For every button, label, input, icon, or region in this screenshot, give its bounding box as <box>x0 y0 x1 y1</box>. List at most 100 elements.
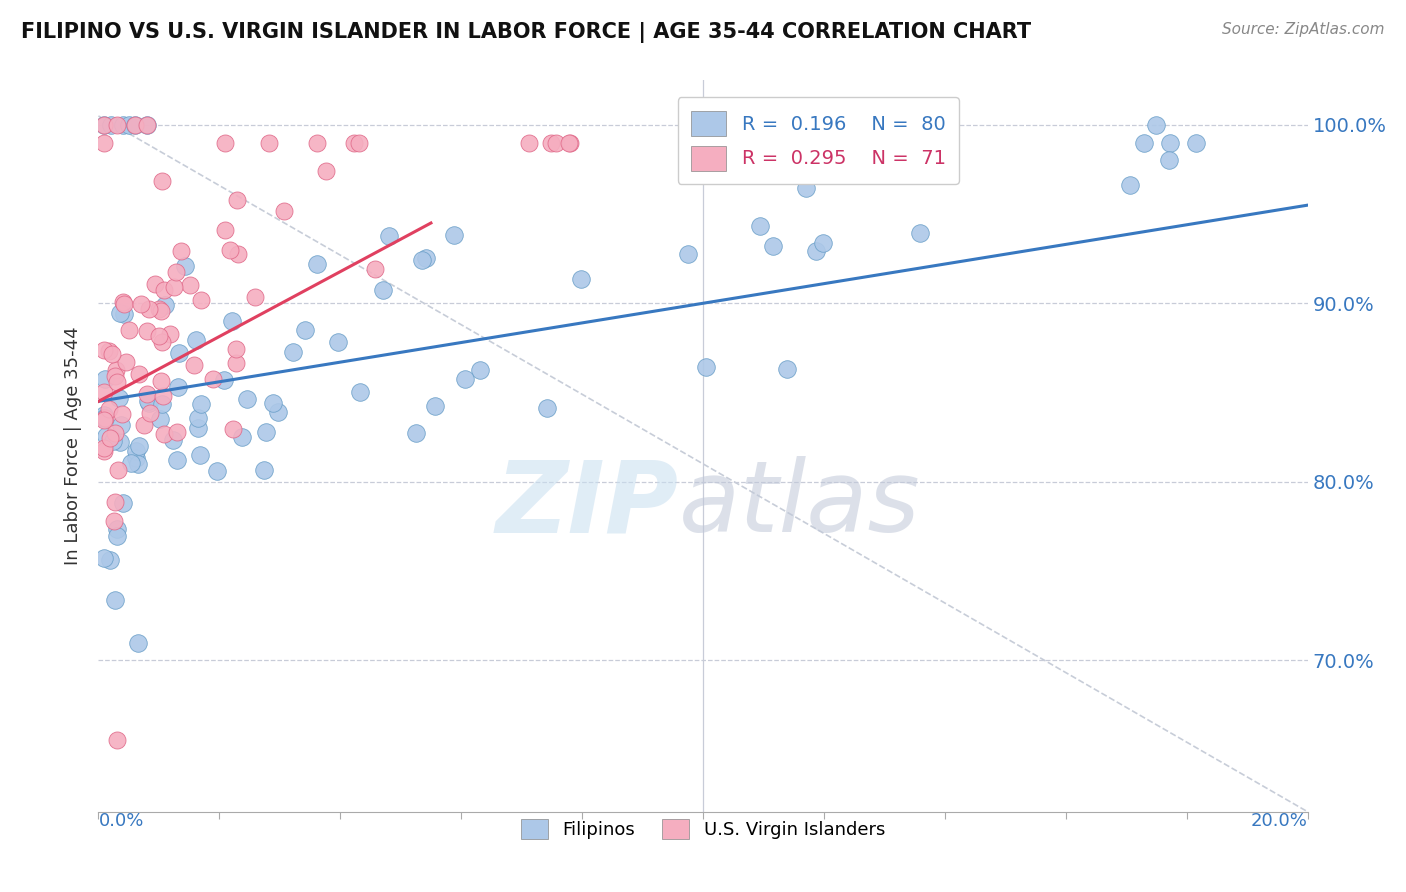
Point <box>676 247 699 261</box>
Point <box>709 167 731 181</box>
Point <box>558 136 581 150</box>
Point <box>107 391 129 405</box>
Point <box>804 244 827 258</box>
Point <box>225 193 247 207</box>
Point <box>136 324 159 338</box>
Point <box>170 244 193 259</box>
Point <box>540 136 562 150</box>
Point <box>765 136 787 150</box>
Point <box>162 433 184 447</box>
Text: Source: ZipAtlas.com: Source: ZipAtlas.com <box>1222 22 1385 37</box>
Point <box>411 252 433 267</box>
Point <box>794 181 817 195</box>
Point <box>225 356 247 370</box>
Y-axis label: In Labor Force | Age 35-44: In Labor Force | Age 35-44 <box>65 326 83 566</box>
Point <box>112 307 135 321</box>
Point <box>111 118 134 132</box>
Point <box>94 411 117 425</box>
Point <box>373 283 395 297</box>
Point <box>110 417 132 432</box>
Point <box>152 426 174 441</box>
Point <box>93 343 115 357</box>
Text: 0.0%: 0.0% <box>98 812 143 830</box>
Point <box>1185 136 1208 150</box>
Point <box>257 136 280 150</box>
Point <box>762 238 785 252</box>
Point <box>149 411 172 425</box>
Point <box>243 290 266 304</box>
Point <box>343 136 366 150</box>
Text: atlas: atlas <box>679 456 921 553</box>
Point <box>558 136 581 150</box>
Legend: Filipinos, U.S. Virgin Islanders: Filipinos, U.S. Virgin Islanders <box>513 812 893 847</box>
Point <box>105 733 128 747</box>
Point <box>139 406 162 420</box>
Point <box>214 223 236 237</box>
Point <box>163 280 186 294</box>
Point <box>135 118 157 132</box>
Point <box>105 529 128 543</box>
Point <box>125 444 148 458</box>
Point <box>536 401 558 415</box>
Point <box>908 227 931 241</box>
Point <box>1159 153 1181 168</box>
Point <box>103 514 125 528</box>
Point <box>1132 136 1154 150</box>
Point <box>93 410 115 425</box>
Point <box>281 345 304 359</box>
Point <box>115 355 138 369</box>
Point <box>120 456 142 470</box>
Point <box>231 430 253 444</box>
Point <box>111 408 134 422</box>
Point <box>187 421 209 435</box>
Point <box>153 298 176 312</box>
Point <box>132 417 155 432</box>
Point <box>212 373 235 387</box>
Point <box>415 251 437 265</box>
Point <box>363 262 385 277</box>
Point <box>454 372 477 386</box>
Point <box>693 136 716 150</box>
Point <box>148 301 170 316</box>
Point <box>150 174 173 188</box>
Point <box>128 367 150 381</box>
Point <box>179 278 201 293</box>
Point <box>118 118 141 132</box>
Point <box>214 136 236 150</box>
Point <box>98 402 121 417</box>
Point <box>104 593 127 607</box>
Point <box>166 453 188 467</box>
Point <box>127 636 149 650</box>
Point <box>190 397 212 411</box>
Point <box>811 236 834 251</box>
Point <box>749 219 772 234</box>
Point <box>737 136 759 150</box>
Point <box>94 429 117 443</box>
Point <box>124 118 146 132</box>
Point <box>188 448 211 462</box>
Point <box>443 227 465 242</box>
Point <box>423 399 446 413</box>
Point <box>187 411 209 425</box>
Point <box>776 362 799 376</box>
Point <box>148 328 170 343</box>
Point <box>219 243 242 257</box>
Point <box>117 323 139 337</box>
Point <box>468 363 491 377</box>
Point <box>100 118 122 132</box>
Point <box>1144 118 1167 132</box>
Point <box>294 323 316 337</box>
Point <box>93 384 115 399</box>
Point <box>93 118 115 132</box>
Point <box>695 359 717 374</box>
Point <box>105 375 128 389</box>
Point <box>378 229 401 244</box>
Point <box>1159 136 1181 150</box>
Point <box>1119 178 1142 192</box>
Point <box>129 297 152 311</box>
Point <box>105 118 128 132</box>
Point <box>262 396 284 410</box>
Point <box>112 296 135 310</box>
Text: FILIPINO VS U.S. VIRGIN ISLANDER IN LABOR FORCE | AGE 35-44 CORRELATION CHART: FILIPINO VS U.S. VIRGIN ISLANDER IN LABO… <box>21 22 1031 44</box>
Point <box>105 522 128 536</box>
